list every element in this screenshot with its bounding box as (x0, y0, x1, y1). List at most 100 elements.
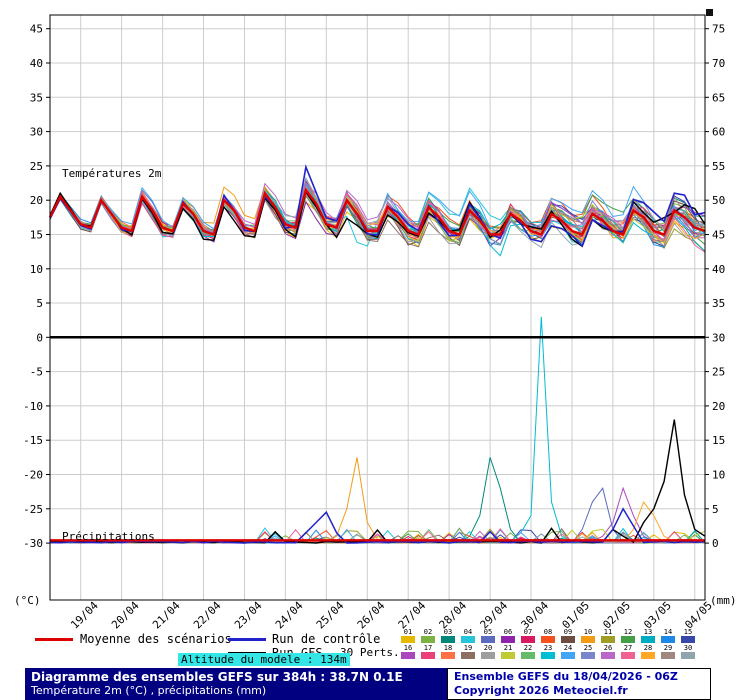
right-tick-label: 30 (712, 331, 725, 344)
left-tick-label: -5 (30, 366, 43, 379)
pert-number: 12 (623, 628, 633, 636)
pert-number: 22 (523, 644, 533, 652)
pert-number: 23 (543, 644, 553, 652)
pert-number: 30 (683, 644, 693, 652)
left-tick-label: 0 (36, 331, 43, 344)
perts-count-label: 30 Perts. (340, 646, 400, 659)
footer: Diagramme des ensembles GEFS sur 384h : … (0, 668, 740, 700)
left-tick-label: 20 (30, 194, 43, 207)
pert-color-swatch (601, 652, 615, 659)
diagram-title-box: Diagramme des ensembles GEFS sur 384h : … (25, 668, 447, 700)
pert-color-swatch (541, 636, 555, 643)
pert-number: 11 (603, 628, 613, 636)
corner-mark (706, 9, 713, 16)
pert-color-swatch (481, 636, 495, 643)
right-tick-label: 65 (712, 91, 725, 104)
pert-color-swatch (481, 652, 495, 659)
right-tick-label: 0 (712, 537, 719, 550)
pert-number: 06 (503, 628, 513, 636)
pert-number: 08 (543, 628, 553, 636)
right-axis-unit-label: (mm) (710, 594, 737, 607)
perturbation-color-grid: 01 02 03 04 05 06 07 08 09 10 11 12 13 14 15 16 17 18 19 20… (398, 628, 710, 660)
run-info: Ensemble GEFS du 18/04/2026 - 06Z (454, 670, 678, 683)
right-tick-label: 15 (712, 434, 725, 447)
pert-color-swatch (501, 652, 515, 659)
pert-number: 09 (563, 628, 573, 636)
pert-color-swatch (421, 652, 435, 659)
right-tick-label: 55 (712, 160, 725, 173)
left-tick-label: -25 (23, 503, 43, 516)
pert-color-swatch (561, 652, 575, 659)
pert-color-swatch (461, 636, 475, 643)
pert-color-swatch (461, 652, 475, 659)
pert-color-swatch (441, 636, 455, 643)
pert-color-swatch (641, 636, 655, 643)
right-tick-label: 60 (712, 126, 725, 139)
mean-line-swatch (35, 638, 73, 641)
pert-number: 02 (423, 628, 433, 636)
pert-number: 03 (443, 628, 453, 636)
right-tick-label: 20 (712, 400, 725, 413)
left-tick-label: 15 (30, 229, 43, 242)
left-tick-label: -20 (23, 469, 43, 482)
precip-control-line (49, 507, 706, 544)
right-tick-label: 70 (712, 57, 725, 70)
pert-number: 24 (563, 644, 573, 652)
left-tick-label: 40 (30, 57, 43, 70)
pert-number: 17 (423, 644, 433, 652)
pert-number: 15 (683, 628, 693, 636)
pert-color-swatch (641, 652, 655, 659)
pert-color-swatch (501, 636, 515, 643)
pert-number: 29 (663, 644, 673, 652)
left-axis-unit-label: (°C) (14, 594, 41, 607)
pert-color-swatch (561, 636, 575, 643)
pert-number: 16 (403, 644, 413, 652)
pert-color-swatch (681, 636, 695, 643)
pert-number: 19 (463, 644, 473, 652)
precip-gfs-line (50, 419, 706, 544)
temp-member-line (49, 184, 706, 238)
right-tick-label: 75 (712, 23, 725, 36)
right-tick-label: 25 (712, 366, 725, 379)
pert-number: 21 (503, 644, 513, 652)
legend: Moyenne des scénarios Run de contrôle Ru… (0, 627, 740, 668)
pert-color-swatch (421, 636, 435, 643)
pert-number: 18 (443, 644, 453, 652)
pert-number: 25 (583, 644, 593, 652)
right-tick-label: 5 (712, 503, 719, 516)
precipitation-section-label: Précipitations (62, 530, 155, 543)
left-tick-label: -10 (23, 400, 43, 413)
left-tick-label: -15 (23, 434, 43, 447)
pert-number: 04 (463, 628, 473, 636)
left-tick-label: 30 (30, 126, 43, 139)
pert-color-swatch (581, 636, 595, 643)
pert-number: 26 (603, 644, 613, 652)
control-line-swatch (228, 638, 266, 641)
right-tick-label: 35 (712, 297, 725, 310)
pert-color-swatch (621, 652, 635, 659)
pert-color-swatch (681, 652, 695, 659)
diagram-title: Diagramme des ensembles GEFS sur 384h : … (31, 670, 403, 684)
altitude-note: Altitude du modele : 134m (178, 653, 350, 666)
pert-color-swatch (621, 636, 635, 643)
plot-frame (49, 14, 706, 601)
pert-color-swatch (601, 636, 615, 643)
copyright: Copyright 2026 Meteociel.fr (454, 684, 628, 697)
pert-color-swatch (441, 652, 455, 659)
control-line-label: Run de contrôle (272, 632, 381, 646)
pert-color-swatch (521, 636, 535, 643)
diagram-subtitle: Température 2m (°C) , précipitations (mm… (31, 684, 267, 697)
mean-line-label: Moyenne des scénarios (80, 632, 232, 646)
right-tick-label: 45 (712, 229, 725, 242)
temperature-section-label: Températures 2m (62, 167, 162, 180)
pert-number: 10 (583, 628, 593, 636)
pert-color-swatch (521, 652, 535, 659)
pert-number: 20 (483, 644, 493, 652)
pert-number: 05 (483, 628, 493, 636)
temp-mean-line (48, 187, 706, 237)
pert-number: 01 (403, 628, 413, 636)
pert-color-swatch (661, 636, 675, 643)
pert-color-swatch (581, 652, 595, 659)
left-tick-label: -30 (23, 537, 43, 550)
